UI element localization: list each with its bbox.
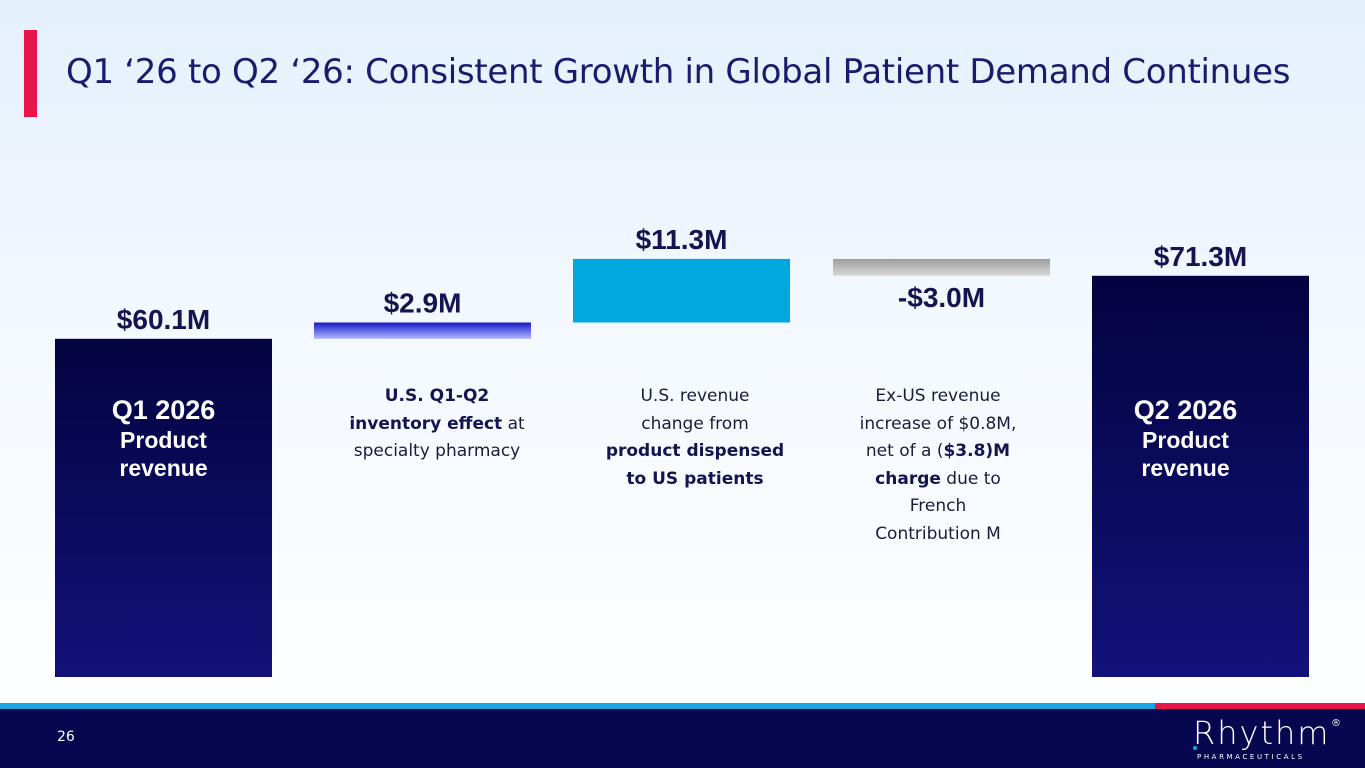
footer-stripe-red <box>1155 703 1365 709</box>
desc3-text-1: Ex-US revenue <box>875 386 1001 406</box>
q1-bar-label-quarter: Q1 2026 <box>111 395 216 425</box>
waterfall-chart: $60.1M $2.9M $11.3M -$3.0M $71.3M <box>55 224 1309 677</box>
footer-bar <box>0 709 1365 768</box>
description-inventory-effect: U.S. Q1-Q2 inventory effect at specialty… <box>337 383 537 466</box>
q1-bar-label-revenue: revenue <box>119 455 208 481</box>
logo-dot-icon <box>1193 746 1197 750</box>
bar-q1-2026 <box>55 338 272 677</box>
bar-exus-change <box>833 258 1050 276</box>
value-label-us-change: $11.3M <box>636 224 728 255</box>
bar-q2-2026 <box>1092 275 1309 677</box>
desc3-text-6: Contribution M <box>875 523 1001 544</box>
desc1-text-1: at <box>502 413 525 434</box>
desc1-bold-1: U.S. Q1-Q2 <box>384 386 490 406</box>
q2-bar-label-quarter: Q2 2026 <box>1133 395 1238 425</box>
bar-us-dispensed-change <box>573 258 790 323</box>
desc3-bold-2: charge <box>875 468 941 489</box>
q2-bar-label-revenue: revenue <box>1141 455 1230 481</box>
page-number: 26 <box>57 729 75 745</box>
desc3-text-2: increase of $0.8M, <box>859 413 1017 434</box>
desc3-text-5: French <box>909 496 967 516</box>
desc3-text-3: net of a ( <box>865 441 944 461</box>
desc1-bold-2: inventory effect <box>349 413 503 434</box>
value-label-exus: -$3.0M <box>898 282 985 313</box>
value-label-inventory: $2.9M <box>384 287 462 318</box>
value-label-q1: $60.1M <box>117 304 210 335</box>
logo-wordmark: Rhythm <box>1193 714 1331 752</box>
title-accent-bar <box>24 30 37 117</box>
desc3-text-4: due to <box>940 468 1001 489</box>
slide-title: Q1 ‘26 to Q2 ‘26: Consistent Growth in G… <box>66 52 1291 92</box>
description-exus: Ex-US revenue increase of $0.8M, net of … <box>838 383 1038 548</box>
desc1-text-2: specialty pharmacy <box>353 441 521 461</box>
q2-bar-label-product: Product <box>1142 427 1229 453</box>
logo-subtitle: PHARMACEUTICALS <box>1197 753 1305 761</box>
q2-bar-label: Q2 2026 Product revenue <box>1077 394 1294 482</box>
q1-bar-label-product: Product <box>120 427 207 453</box>
bar-us-inventory-effect <box>314 322 531 339</box>
description-us-dispensed: U.S. revenue change from product dispens… <box>595 383 795 493</box>
desc2-bold-1: product dispensed <box>605 441 785 461</box>
desc3-bold-1: $3.8)M <box>943 441 1011 461</box>
logo-registered-mark: ® <box>1331 718 1341 729</box>
value-label-q2: $71.3M <box>1154 241 1247 272</box>
desc2-text-1: U.S. revenue <box>640 386 750 406</box>
desc2-bold-2: to US patients <box>626 468 764 489</box>
desc2-text-2: change from <box>641 413 749 434</box>
footer-stripe-blue <box>0 703 1155 709</box>
rhythm-logo: Rhythm ® PHARMACEUTICALS <box>1193 714 1343 762</box>
q1-bar-label: Q1 2026 Product revenue <box>55 394 272 482</box>
